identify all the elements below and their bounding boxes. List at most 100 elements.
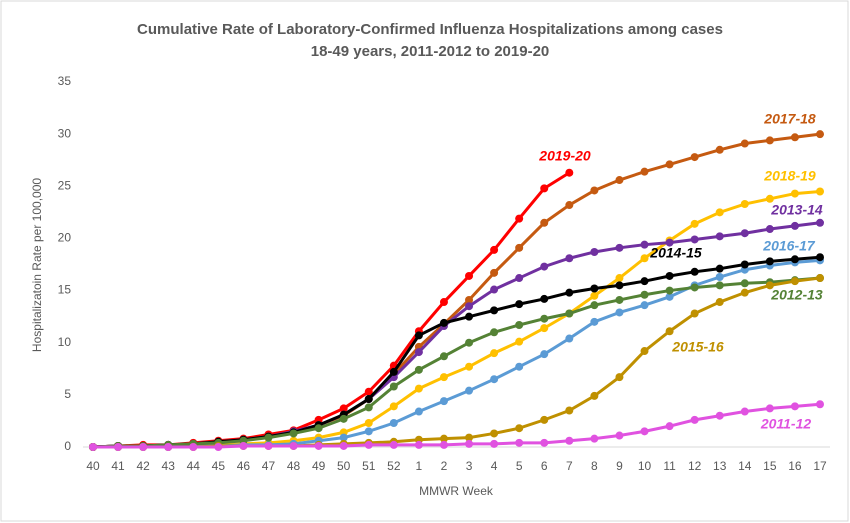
data-point xyxy=(690,153,699,162)
y-tick-label: 25 xyxy=(58,178,72,192)
data-point xyxy=(690,415,699,424)
data-point xyxy=(439,397,448,406)
data-point xyxy=(615,373,624,382)
x-tick-label: 41 xyxy=(111,459,125,473)
data-point xyxy=(640,277,649,286)
data-point xyxy=(565,406,574,415)
data-point xyxy=(790,402,799,411)
data-point xyxy=(765,281,774,290)
data-point xyxy=(490,349,499,358)
data-point xyxy=(640,427,649,436)
data-point xyxy=(690,235,699,244)
data-point xyxy=(615,281,624,290)
data-point xyxy=(314,441,323,450)
data-point xyxy=(389,402,398,411)
x-tick-label: 15 xyxy=(763,459,777,473)
x-tick-label: 5 xyxy=(516,459,523,473)
data-point xyxy=(515,362,524,371)
data-point xyxy=(515,300,524,309)
data-point xyxy=(816,130,824,139)
data-point xyxy=(790,255,799,264)
data-point xyxy=(264,433,273,442)
y-tick-label: 30 xyxy=(58,126,72,140)
x-tick-label: 11 xyxy=(663,459,676,473)
data-point xyxy=(640,347,649,356)
data-point xyxy=(339,404,348,413)
x-tick-label: 1 xyxy=(416,459,423,473)
data-point xyxy=(490,268,499,277)
chart-subtitle: 18-49 years, 2011-2012 to 2019-20 xyxy=(311,43,550,60)
data-point xyxy=(515,243,524,252)
data-point xyxy=(740,200,749,209)
data-point xyxy=(465,433,474,442)
data-point xyxy=(665,327,674,336)
data-point xyxy=(189,443,198,451)
data-point xyxy=(490,375,499,384)
x-tick-label: 16 xyxy=(788,459,802,473)
data-point xyxy=(490,306,499,315)
data-point xyxy=(414,331,423,340)
data-point xyxy=(590,391,599,400)
x-tick-label: 44 xyxy=(187,459,201,473)
data-point xyxy=(565,201,574,210)
data-point xyxy=(465,362,474,371)
data-point xyxy=(590,301,599,310)
data-point xyxy=(465,386,474,395)
data-point xyxy=(740,288,749,297)
data-point xyxy=(615,274,624,283)
data-point xyxy=(740,229,749,238)
data-point xyxy=(389,419,398,428)
data-point xyxy=(339,433,348,442)
data-point xyxy=(490,439,499,448)
x-tick-label: 43 xyxy=(162,459,176,473)
x-tick-label: 10 xyxy=(638,459,652,473)
data-point xyxy=(590,291,599,300)
data-point xyxy=(414,365,423,374)
data-point xyxy=(565,309,574,318)
data-point xyxy=(465,312,474,321)
data-point xyxy=(640,254,649,263)
data-point xyxy=(715,411,724,420)
data-point xyxy=(364,440,373,449)
x-tick-label: 4 xyxy=(491,459,498,473)
data-point xyxy=(665,292,674,301)
data-point xyxy=(364,395,373,404)
data-point xyxy=(715,273,724,282)
x-tick-label: 6 xyxy=(541,459,548,473)
x-tick-label: 2 xyxy=(441,459,448,473)
data-point xyxy=(289,441,298,450)
data-point xyxy=(765,225,774,234)
data-point xyxy=(490,245,499,254)
data-point xyxy=(339,441,348,450)
data-point xyxy=(515,337,524,346)
data-point xyxy=(515,424,524,433)
data-point xyxy=(665,286,674,295)
data-point xyxy=(740,407,749,416)
series-line xyxy=(92,276,821,449)
x-tick-label: 42 xyxy=(136,459,150,473)
data-point xyxy=(665,238,674,247)
data-point xyxy=(765,136,774,145)
data-point xyxy=(816,253,824,262)
data-point xyxy=(765,194,774,203)
data-point xyxy=(540,218,549,227)
data-point xyxy=(640,290,649,299)
x-axis-label: MMWR Week xyxy=(419,484,494,498)
data-point xyxy=(790,221,799,230)
data-point xyxy=(565,334,574,343)
x-tick-label: 50 xyxy=(337,459,351,473)
y-tick-label: 15 xyxy=(58,283,72,297)
data-point xyxy=(816,400,824,409)
series-label: 2015-16 xyxy=(671,339,724,355)
data-point xyxy=(715,281,724,290)
data-point xyxy=(540,350,549,359)
y-tick-label: 5 xyxy=(64,387,71,401)
data-point xyxy=(690,267,699,276)
data-point xyxy=(790,189,799,198)
data-point xyxy=(740,279,749,288)
data-point xyxy=(515,274,524,283)
data-point xyxy=(590,186,599,195)
data-point xyxy=(590,284,599,293)
data-point xyxy=(339,414,348,423)
